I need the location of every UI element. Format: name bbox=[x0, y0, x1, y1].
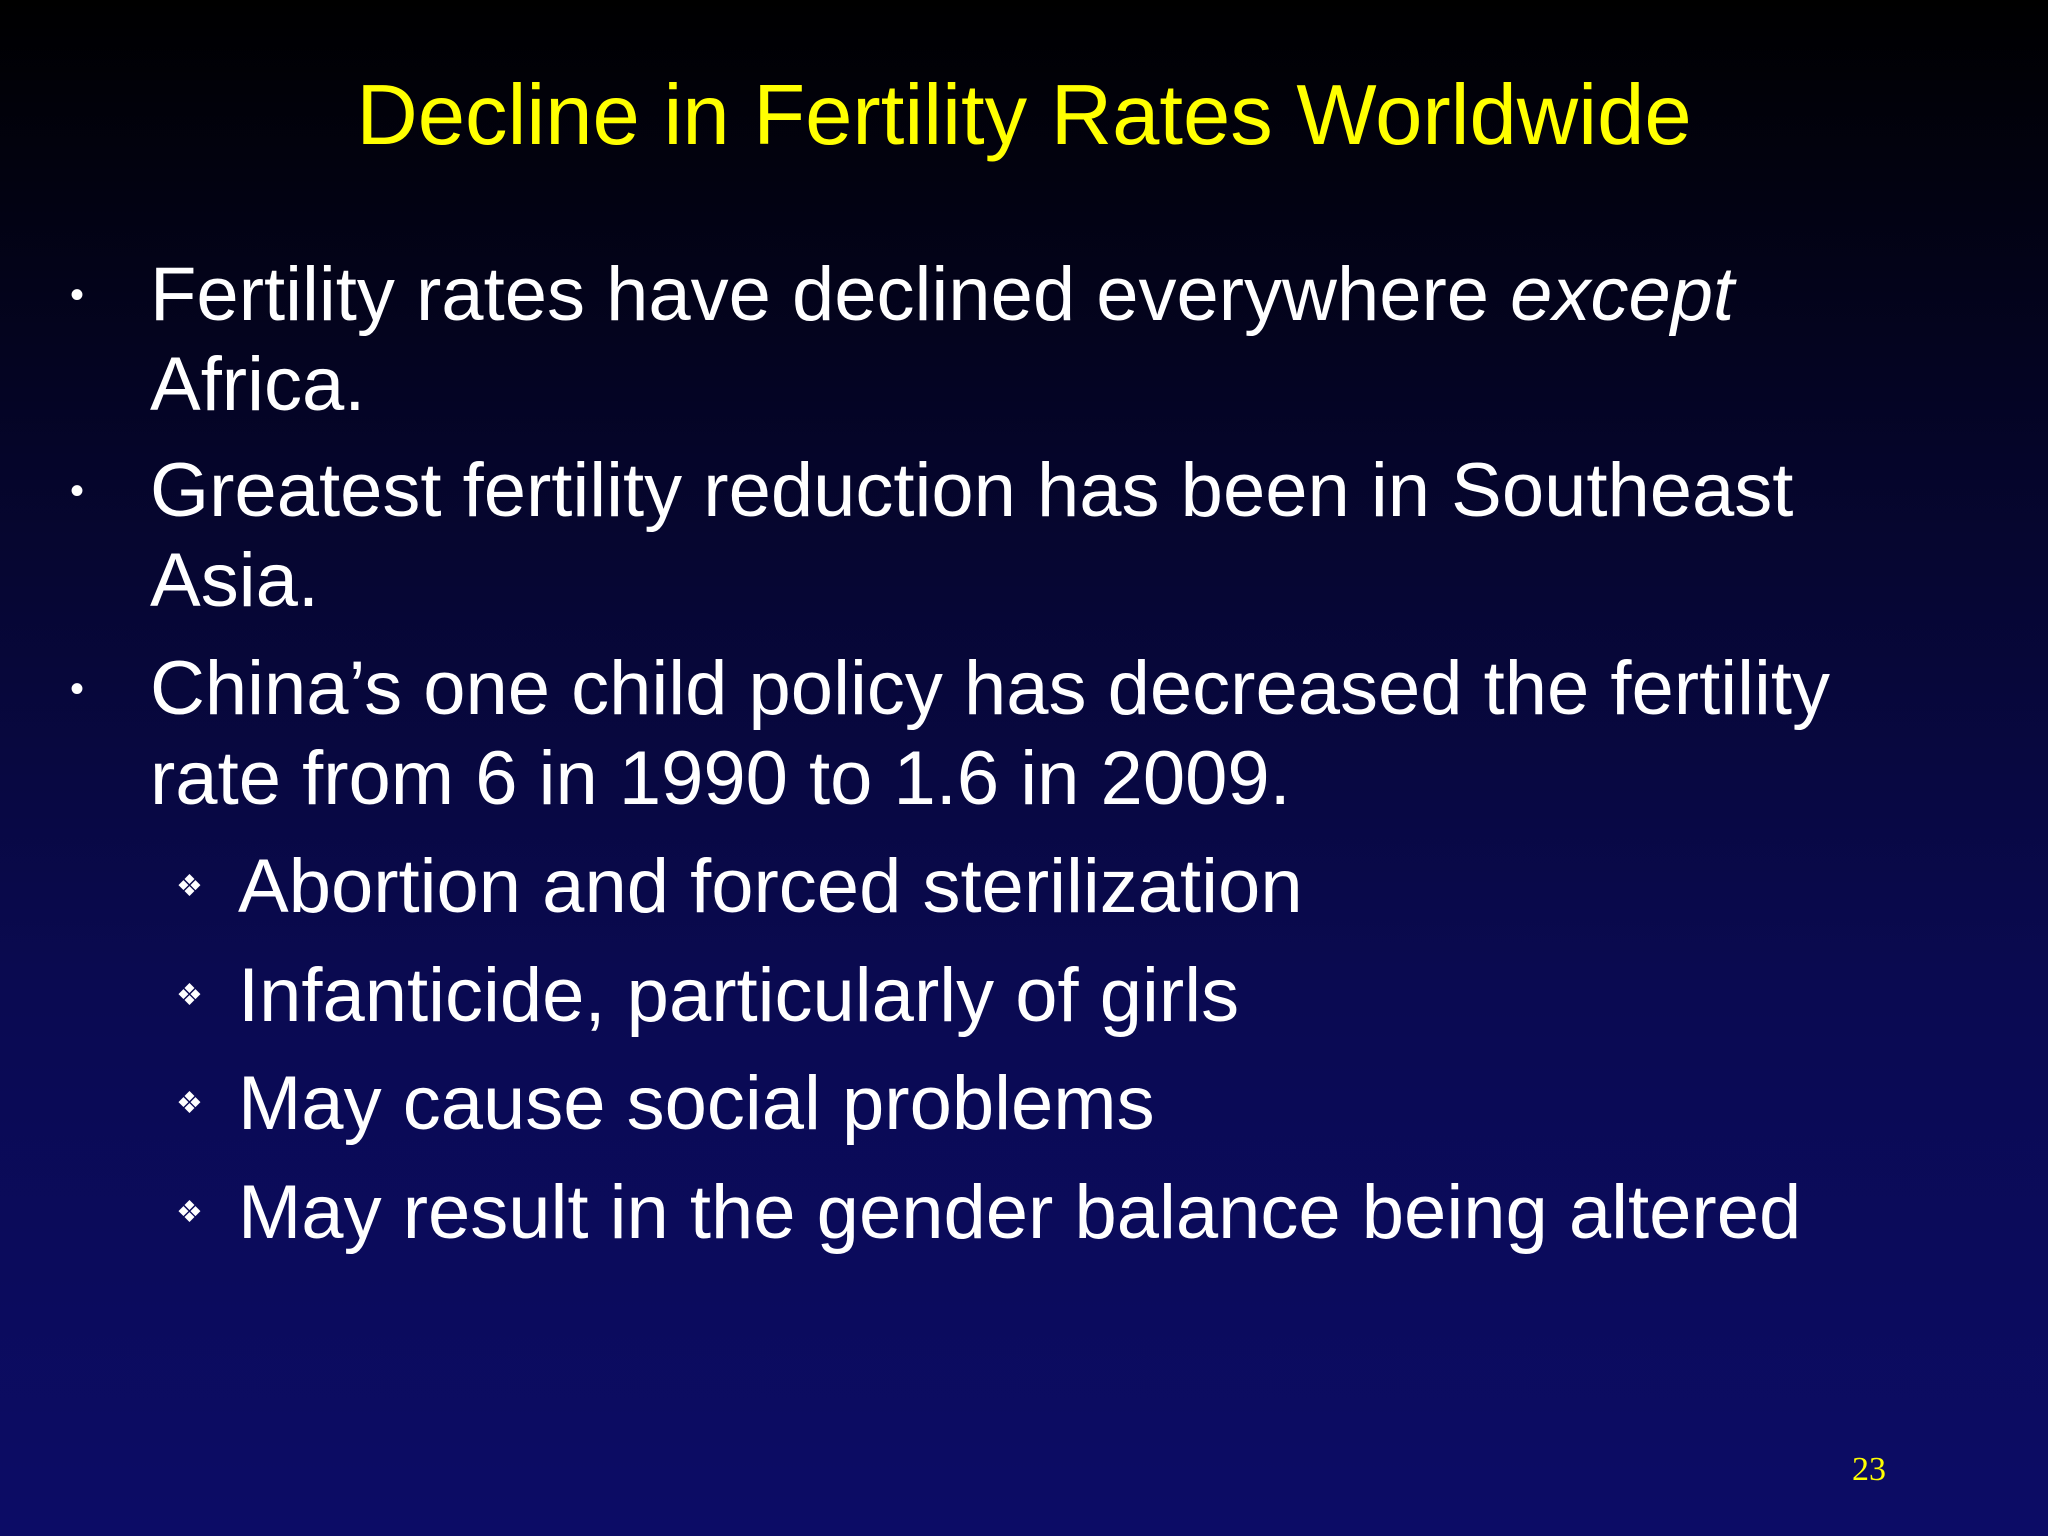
bullet-text: Fertility rates have declined everywhere bbox=[150, 252, 1511, 337]
sub-bullet-item: Infanticide, particularly of girls bbox=[238, 953, 1240, 1038]
sub-bullet-item: Abortion and forced sterilization bbox=[238, 844, 1303, 929]
page-number: 23 bbox=[1852, 1451, 1886, 1488]
bullet-item-continued: rate from 6 in 1990 to 1.6 in 2009. bbox=[150, 736, 1291, 821]
sub-bullet-item: May cause social problems bbox=[238, 1061, 1155, 1146]
bullet-dot-icon: • bbox=[70, 667, 85, 711]
diamond-four-icon: ❖ bbox=[176, 870, 203, 903]
bullet-item: Greatest fertility reduction has been in… bbox=[150, 448, 1794, 533]
bullet-dot-icon: • bbox=[70, 469, 85, 513]
bullet-dot-icon: • bbox=[70, 273, 85, 317]
bullet-item-continued: Asia. bbox=[150, 538, 319, 623]
bullet-item-continued: Africa. bbox=[150, 342, 366, 427]
sub-bullet-item: May result in the gender balance being a… bbox=[238, 1170, 1802, 1255]
bullet-item: Fertility rates have declined everywhere… bbox=[150, 250, 2010, 340]
slide-title: Decline in Fertility Rates Worldwide bbox=[356, 68, 1692, 163]
diamond-four-icon: ❖ bbox=[176, 1196, 203, 1229]
diamond-four-icon: ❖ bbox=[176, 1087, 203, 1120]
bullet-item: China’s one child policy has decreased t… bbox=[150, 646, 1830, 731]
bullet-emphasis: except bbox=[1510, 252, 1735, 337]
diamond-four-icon: ❖ bbox=[176, 979, 203, 1012]
